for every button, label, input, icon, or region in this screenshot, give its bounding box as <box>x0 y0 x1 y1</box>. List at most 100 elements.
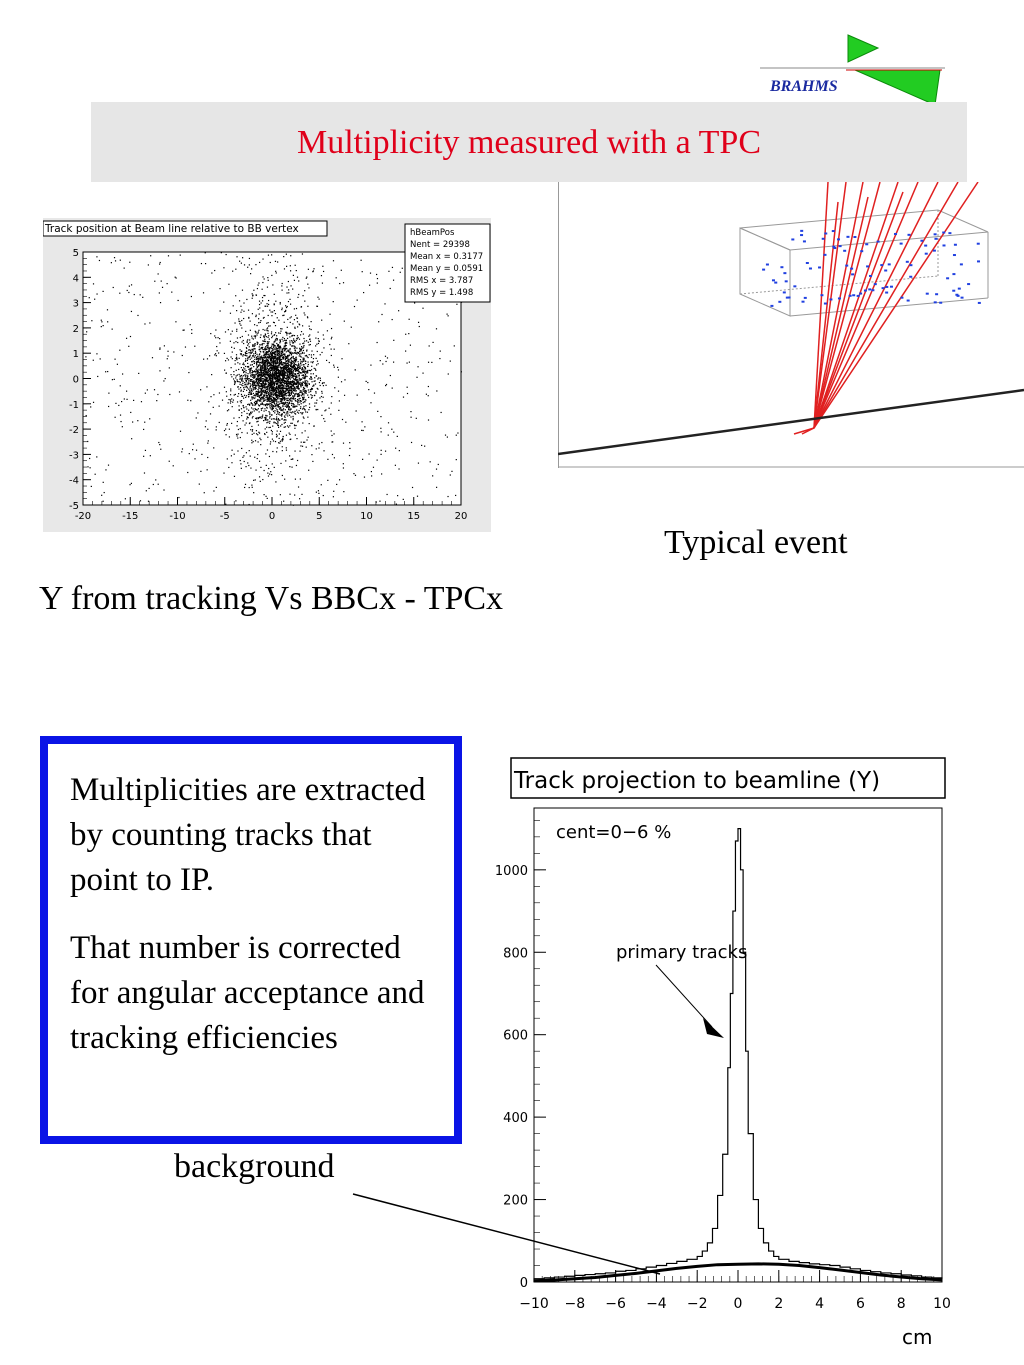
scatter-point <box>304 401 306 403</box>
scatter-point <box>284 387 286 390</box>
scatter-point <box>274 394 276 397</box>
scatter-point <box>247 362 249 365</box>
scatter-point <box>288 369 290 371</box>
scatter-point <box>266 422 268 424</box>
scatter-point <box>269 405 271 407</box>
scatter-point <box>250 374 252 377</box>
scatter-point <box>292 458 294 460</box>
scatter-point <box>277 410 279 413</box>
scatter-point <box>239 375 241 377</box>
scatter-point <box>277 397 279 399</box>
scatter-point <box>329 343 331 346</box>
scatter-point <box>119 349 121 351</box>
scatter-point <box>257 420 259 422</box>
scatter-point <box>362 458 364 460</box>
scatter-point <box>97 375 99 378</box>
scatter-point <box>271 349 274 351</box>
scatter-point <box>432 475 434 477</box>
scatter-point <box>292 288 294 290</box>
scatter-point <box>238 320 240 322</box>
scatter-point <box>266 356 269 358</box>
scatter-point <box>455 459 457 461</box>
scatter-point <box>258 365 260 367</box>
scatter-point <box>276 369 278 371</box>
event-hit <box>782 291 786 294</box>
scatter-point <box>304 290 306 292</box>
scatter-point <box>265 353 267 355</box>
scatter-point <box>255 373 257 376</box>
scatter-point <box>254 370 256 373</box>
scatter-point <box>279 377 281 379</box>
scatter-point <box>290 400 292 402</box>
scatter-point <box>246 416 248 418</box>
scatter-point <box>299 397 301 399</box>
scatter-point <box>265 414 267 417</box>
scatter-point <box>248 346 250 348</box>
scatter-point <box>271 391 273 394</box>
scatter-point <box>247 309 250 311</box>
scatter-point <box>257 393 259 395</box>
scatter-point <box>279 366 282 368</box>
scatter-point <box>398 450 400 452</box>
scatter-point <box>300 331 303 333</box>
scatter-point <box>293 362 295 364</box>
scatter-point <box>302 422 304 424</box>
scatter-point <box>340 381 343 383</box>
scatter-point <box>259 379 262 381</box>
scatter-point <box>280 387 282 390</box>
scatter-point <box>385 383 388 386</box>
hist-title: Track projection to beamline (Y) <box>513 768 880 794</box>
scatter-point <box>249 380 251 382</box>
event-hit <box>906 299 910 302</box>
scatter-point <box>266 419 268 421</box>
scatter-point <box>305 392 307 394</box>
scatter-point <box>227 329 229 331</box>
scatter-point <box>263 387 265 389</box>
scatter-point <box>264 433 266 435</box>
scatter-point <box>402 498 404 500</box>
scatter-point <box>260 384 263 386</box>
scatter-point <box>284 393 287 395</box>
scatter-point <box>246 355 248 357</box>
scatter-point <box>228 398 230 401</box>
scatter-point <box>306 276 308 278</box>
scatter-point <box>249 389 251 391</box>
scatter-point <box>333 348 335 350</box>
scatter-point <box>285 412 287 414</box>
scatter-point <box>290 373 292 375</box>
scatter-point <box>278 406 280 408</box>
scatter-point <box>293 378 295 380</box>
scatter-point <box>272 382 274 385</box>
scatter-point <box>223 267 225 269</box>
scatter-point <box>281 338 283 340</box>
scatter-point <box>246 352 248 355</box>
scatter-point <box>243 264 246 266</box>
scatter-point <box>342 442 345 444</box>
scatter-point <box>288 372 291 374</box>
scatter-point <box>289 375 292 377</box>
scatter-point <box>266 449 269 451</box>
scatter-point <box>247 343 250 345</box>
scatter-point <box>291 345 293 347</box>
scatter-point <box>269 413 271 415</box>
scatter-point <box>257 393 259 395</box>
scatter-point <box>263 349 265 351</box>
scatter-point <box>294 359 297 361</box>
scatter-point <box>281 450 283 452</box>
scatter-point <box>315 448 317 450</box>
scatter-point <box>284 405 286 407</box>
scatter-point <box>283 363 285 365</box>
scatter-point <box>277 421 279 423</box>
scatter-point <box>245 378 248 380</box>
scatter-point <box>281 440 283 442</box>
scatter-point <box>282 379 284 381</box>
scatter-point <box>257 404 260 406</box>
scatter-point <box>230 388 232 390</box>
scatter-point <box>235 354 238 356</box>
scatter-point <box>102 481 104 483</box>
scatter-point <box>235 369 237 371</box>
scatter-point <box>240 305 242 307</box>
scatter-point <box>291 335 294 337</box>
scatter-point <box>214 335 216 337</box>
scatter-point <box>296 437 298 440</box>
